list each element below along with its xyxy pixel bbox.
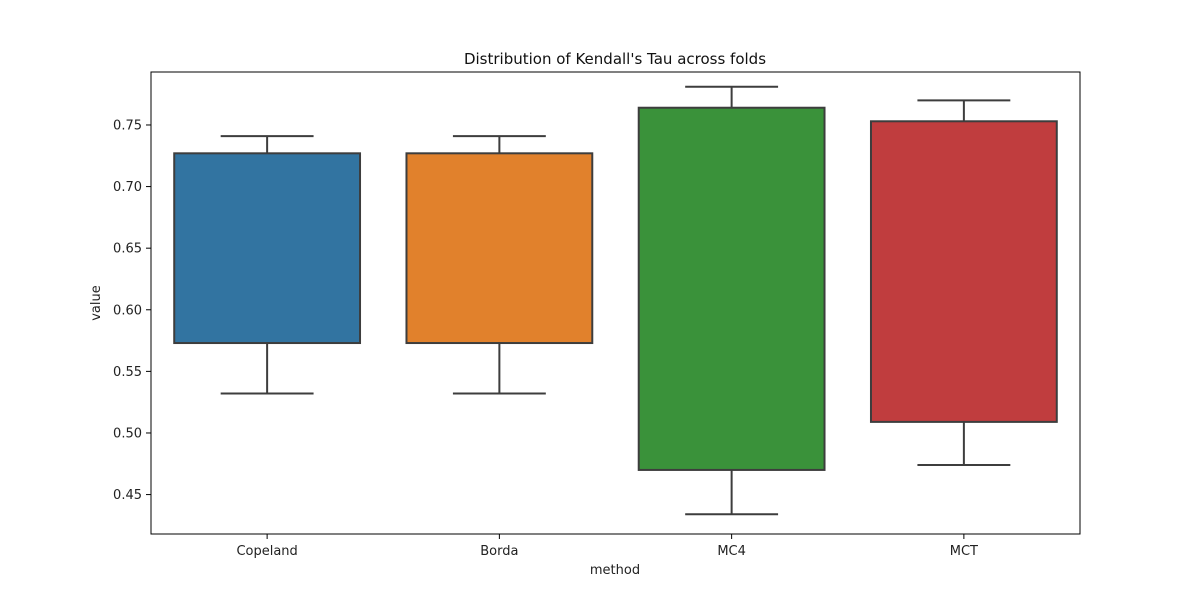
box-mc4: [637, 106, 826, 471]
x-axis-label: method: [590, 563, 640, 578]
box-mct: [869, 120, 1058, 423]
y-tick-label: 0.75: [113, 118, 142, 133]
plot-frame: [150, 71, 1081, 535]
y-tick-label: 0.45: [113, 488, 142, 503]
y-axis-label: value: [89, 285, 104, 321]
x-tick-label-copeland: Copeland: [236, 544, 297, 559]
x-tick-label-borda: Borda: [480, 544, 518, 559]
y-tick-label: 0.60: [113, 303, 142, 318]
y-tick-label: 0.50: [113, 426, 142, 441]
box-borda: [405, 152, 594, 345]
x-tick-label-mct: MCT: [950, 544, 978, 559]
y-tick-label: 0.55: [113, 365, 142, 380]
box-copeland: [173, 152, 362, 345]
chart-title: Distribution of Kendall's Tau across fol…: [464, 50, 766, 68]
plot-layer: Copeland Borda MC4 MCT 0.45 0.50 0.55 0.60 0.65 0…: [113, 71, 1081, 559]
x-tick-label-mc4: MC4: [717, 544, 746, 559]
y-tick-label: 0.70: [113, 180, 142, 195]
y-tick-label: 0.65: [113, 242, 142, 257]
